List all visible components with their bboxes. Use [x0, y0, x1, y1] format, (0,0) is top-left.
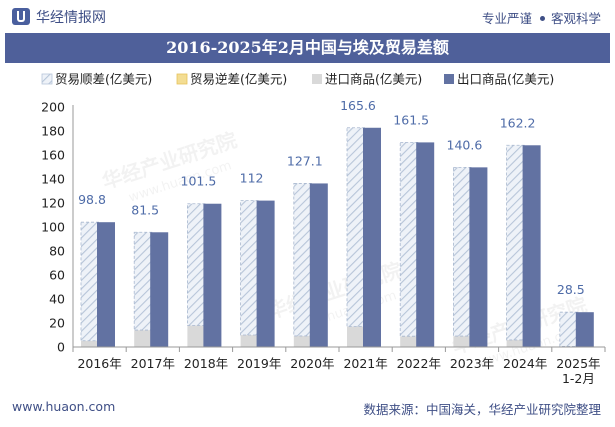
bar-import [453, 336, 472, 347]
y-tick-label: 180 [41, 124, 65, 139]
data-label: 98.8 [78, 192, 106, 207]
bar-import [187, 325, 206, 347]
legend-label: 贸易逆差(亿美元) [190, 72, 287, 87]
chart-title: 2016-2025年2月中国与埃及贸易差额 [5, 33, 610, 63]
legend-label: 贸易顺差(亿美元) [55, 72, 152, 87]
bar-import [240, 335, 259, 347]
bar-export [469, 167, 488, 347]
bar-trade-surplus [506, 144, 526, 341]
bar-export [416, 142, 435, 347]
bar-import [400, 336, 419, 347]
bullet-icon [539, 16, 545, 21]
x-tick-label: 2016年 [77, 356, 121, 371]
legend-label: 进口商品(亿美元) [325, 72, 422, 87]
bars: 98.8 81.5 101.5 112 127.1 165.6 161.5 140.6 162.… [78, 98, 594, 347]
bar-export [309, 183, 328, 347]
legend-label: 出口商品(亿美元) [457, 72, 554, 87]
bar-trade-surplus [133, 231, 153, 331]
y-tick-label: 20 [49, 316, 65, 331]
y-tick-label: 60 [49, 268, 65, 283]
tagline: 专业严谨 客观科学 [482, 8, 601, 27]
data-label: 127.1 [287, 153, 323, 168]
top-bar: 华经情报网 专业严谨 客观科学 [0, 0, 615, 32]
bar-trade-surplus [186, 203, 206, 326]
bar-export [363, 127, 381, 347]
y-tick-label: 40 [49, 292, 65, 307]
bar-trade-surplus [293, 183, 313, 337]
x-tick-label: 2024年 [503, 356, 547, 371]
data-label: 140.6 [447, 137, 483, 152]
x-tick-label: 1-2月 [562, 371, 595, 386]
bar-trade-surplus [452, 166, 472, 337]
bar-export [575, 312, 594, 347]
data-label: 112 [240, 171, 264, 186]
brand-name: 华经情报网 [36, 10, 106, 26]
tagline-right: 客观科学 [550, 11, 601, 26]
data-label: 162.2 [500, 115, 536, 130]
y-tick-label: 140 [41, 172, 65, 187]
data-label: 81.5 [131, 202, 159, 217]
x-axis: 2016年 2017年 2018年 2019年 2020年 2021年 2022年 2023年… [72, 346, 606, 386]
data-label: 101.5 [181, 174, 217, 189]
x-tick-label: 2023年 [450, 356, 494, 371]
footer-website[interactable]: www.huaon.com [12, 399, 116, 414]
data-label: 161.5 [393, 112, 429, 127]
bar-export [203, 203, 222, 347]
bar-trade-surplus [559, 311, 579, 347]
y-tick-label: 200 [41, 100, 65, 115]
legend-swatch [41, 73, 53, 85]
bar-import [293, 335, 312, 347]
bar-export [256, 200, 275, 347]
bar-export [150, 232, 169, 347]
bar-import [506, 339, 525, 347]
y-tick-label: 100 [41, 220, 65, 235]
legend-swatch [444, 74, 454, 84]
legend: 贸易顺差(亿美元) 贸易逆差(亿美元) 进口商品(亿美元) 出口商品(亿美元) [41, 72, 554, 87]
x-tick-label: 2021年 [343, 356, 387, 371]
bar-import [81, 340, 99, 347]
bar-trade-surplus [399, 142, 419, 337]
bar-export [97, 222, 115, 347]
x-tick-label: 2022年 [397, 356, 441, 371]
legend-swatch [312, 74, 322, 84]
y-axis: 0 20 40 60 80 100 120 140 160 180 200 [41, 100, 74, 355]
x-tick-label: 2017年 [131, 356, 175, 371]
x-tick-label: 2025年 [556, 356, 600, 371]
logo-icon [12, 8, 30, 25]
y-tick-label: 160 [41, 148, 65, 163]
y-tick-label: 120 [41, 196, 65, 211]
tagline-left: 专业严谨 [481, 11, 532, 26]
y-tick-label: 0 [57, 340, 65, 355]
x-tick-label: 2019年 [237, 356, 281, 371]
bar-export [522, 145, 541, 347]
bar-import [134, 330, 153, 347]
bar-trade-surplus [346, 127, 366, 327]
bar-import [347, 326, 365, 347]
bar-trade-surplus [240, 200, 260, 336]
bar-trade-surplus [80, 221, 100, 342]
legend-swatch [176, 73, 188, 85]
y-tick-label: 80 [49, 244, 65, 259]
chart: 贸易顺差(亿美元) 贸易逆差(亿美元) 进口商品(亿美元) 出口商品(亿美元) 华经产… [41, 72, 606, 386]
footer-source: 数据来源：中国海关，华经产业研究院整理 [363, 402, 601, 417]
x-tick-label: 2018年 [184, 356, 228, 371]
data-label: 28.5 [557, 282, 585, 297]
x-tick-label: 2020年 [290, 356, 334, 371]
data-label: 165.6 [340, 98, 376, 113]
